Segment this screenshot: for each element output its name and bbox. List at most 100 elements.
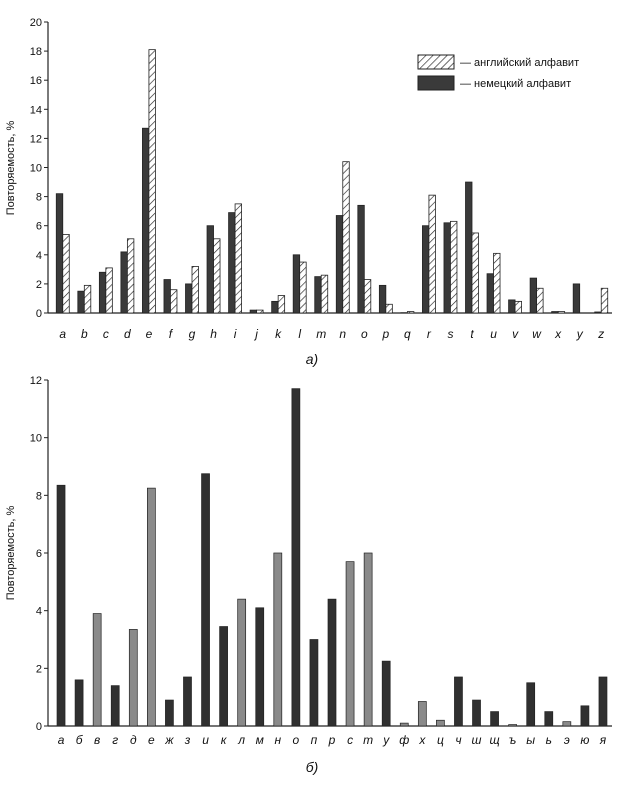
chart-b-bar (110, 685, 120, 727)
chart-b-bar (417, 701, 427, 727)
chart-a-category-label: w (532, 327, 542, 341)
chart-b-category-label: в (94, 733, 100, 747)
chart-b-bar (219, 626, 228, 727)
chart-a-bar-german (292, 254, 301, 314)
chart-b-category-label: е (148, 733, 155, 747)
chart-a-bar-german (465, 181, 473, 314)
chart-a-bar-german (572, 283, 581, 314)
legend-label-english: — английский алфавит (460, 57, 579, 69)
chart-a-bar-english (557, 311, 566, 314)
chart-a-category-label: n (339, 327, 346, 341)
chart-b-category-label: а (58, 733, 65, 747)
chart-b-bar (128, 629, 138, 727)
chart-a-bar-english (450, 220, 458, 314)
chart-a-category-label: d (124, 327, 131, 341)
chart-a-bar-german (185, 283, 193, 314)
chart-b-bar (598, 676, 608, 727)
chart-a-bar-german (314, 276, 322, 314)
chart-a-bar-german (142, 127, 150, 314)
chart-b-category-label: и (202, 733, 209, 747)
chart-a-category-label: x (554, 327, 562, 341)
chart-b-category-label: к (221, 733, 228, 747)
chart-a-bar-german (594, 311, 602, 314)
chart-a-bar-english (299, 261, 307, 314)
chart-a-category-label: u (490, 327, 497, 341)
chart-b-category-label: х (418, 733, 426, 747)
chart-b-bar (363, 552, 373, 727)
chart-a-category-label: h (210, 327, 217, 341)
chart-b-bar (255, 607, 265, 727)
chart-b-y-tick-label: 0 (36, 721, 42, 733)
chart-a-y-axis-label: Повторяемость, % (5, 121, 17, 216)
chart-b-bar (147, 487, 156, 727)
chart-b-category-label: м (256, 733, 264, 747)
chart-b-bar (544, 711, 554, 727)
chart-b-y-tick-label: 2 (36, 663, 42, 675)
chart-a-bar-german (206, 225, 214, 314)
chart-a-bar-english (342, 161, 350, 314)
chart-a-bar-german (55, 193, 64, 314)
chart-a-category-label: e (146, 327, 153, 341)
chart-b-bar (399, 722, 409, 727)
chart-a-y-tick-label: 6 (36, 221, 42, 233)
chart-a-bar-english (385, 303, 393, 314)
chart-a-category-label: a (59, 327, 66, 341)
chart-b-category-label: з (184, 733, 191, 747)
chart-b-bar (472, 699, 481, 727)
chart-a-bar-english (256, 309, 264, 314)
chart-a-legend: — английский алфавит — немецкий алфавит (417, 54, 579, 91)
chart-b-y-tick-label: 10 (30, 433, 42, 445)
chart-b-category-label: ц (437, 733, 444, 747)
chart-b-bar (56, 484, 66, 727)
chart-a-category-label: s (447, 327, 453, 341)
chart-a-y-tick-label: 16 (30, 75, 42, 87)
chart-a-category-label: o (361, 327, 368, 341)
chart-a-bar-english (514, 300, 522, 314)
chart-b-category-label: щ (489, 733, 499, 747)
chart-b-category-label: ю (580, 733, 589, 747)
chart-b-subtitle: б) (306, 759, 319, 775)
chart-a-bar-german (271, 300, 279, 314)
chart-b-y-tick-label: 12 (30, 375, 42, 387)
chart-b-bar (201, 473, 210, 727)
chart-b-category-label: ы (526, 733, 535, 747)
chart-a-y-tick-label: 10 (30, 163, 42, 175)
chart-a-bar-german (357, 204, 365, 314)
chart-a-bar-german (551, 311, 559, 314)
chart-a-category-label: y (576, 327, 584, 341)
chart-a-bar-english (406, 311, 415, 314)
chart-b-bar (92, 613, 102, 727)
chart-a-category-label: v (512, 327, 519, 341)
chart-a-bar-german (378, 284, 387, 314)
chart-a-category-label: k (275, 327, 282, 341)
chart-b-category-label: я (599, 733, 607, 747)
chart-b-category-label: п (311, 733, 318, 747)
chart-b-category-label: б (76, 733, 84, 747)
chart-a-y-tick-label: 14 (30, 104, 42, 116)
chart-b-bar (183, 676, 192, 727)
chart-b-category-label: ж (164, 733, 174, 747)
chart-b-category-label: ш (472, 733, 482, 747)
chart-b-category-label: р (328, 733, 336, 747)
chart-b-bars (56, 388, 608, 727)
chart-a-bar-english (62, 234, 70, 314)
chart-a-bar-english (320, 274, 329, 314)
chart-a-category-label: q (404, 327, 411, 341)
chart-a-category-label: g (189, 327, 196, 341)
chart-b-bar (580, 705, 590, 727)
chart-a-bar-english (148, 49, 156, 314)
chart-a-y-tick-label: 20 (30, 17, 42, 29)
chart-a-y-tick-label: 4 (36, 250, 42, 262)
chart-b-bar (309, 639, 319, 727)
chart-a-y-tick-label: 0 (36, 308, 42, 320)
chart-a-bar-german (120, 251, 128, 314)
chart-a-category-label: r (427, 327, 432, 341)
chart-a-category-label: i (234, 327, 237, 341)
chart-a-y-tick-label: 2 (36, 279, 42, 291)
chart-b-category-label: ф (399, 733, 409, 747)
chart-a-y-ticks: 0 2 4 6 8 10 12 14 16 18 20 (30, 17, 48, 320)
chart-b-category-label: д (130, 733, 137, 747)
chart-b-category-label: л (237, 733, 245, 747)
chart-a-bar-german (486, 273, 494, 314)
